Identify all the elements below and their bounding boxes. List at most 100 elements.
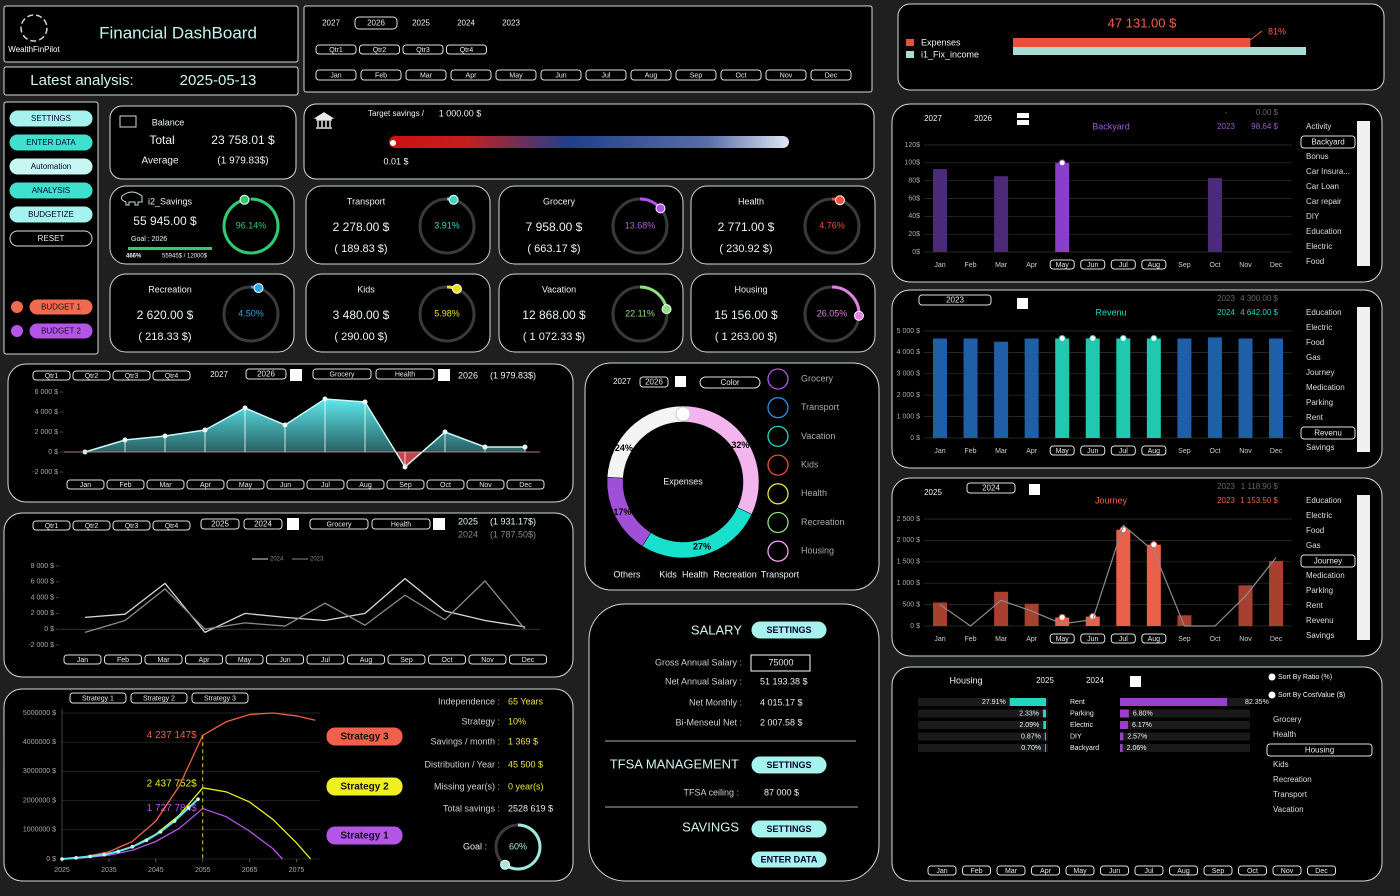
button-label[interactable]: May — [1056, 448, 1070, 455]
button[interactable] — [152, 370, 191, 381]
list-item[interactable]: Savings — [1306, 631, 1334, 640]
list-item[interactable]: DIY — [1306, 212, 1320, 221]
button-label[interactable]: Sep — [690, 72, 703, 79]
button-label[interactable]: May — [1056, 636, 1070, 643]
button[interactable] — [266, 479, 305, 490]
button-label[interactable]: Oct — [1247, 868, 1258, 875]
button-label[interactable]: 2024 — [254, 520, 272, 529]
button[interactable] — [1110, 259, 1136, 270]
button-label[interactable]: Jun — [279, 657, 290, 664]
button[interactable] — [1080, 445, 1106, 456]
button[interactable] — [243, 518, 283, 530]
button-label[interactable]: Jan — [936, 868, 947, 875]
button[interactable] — [9, 230, 93, 247]
button[interactable] — [186, 479, 225, 490]
button-label[interactable]: Nov — [481, 657, 494, 664]
checkbox[interactable] — [433, 518, 445, 530]
button-label[interactable]: Jun — [1087, 636, 1098, 643]
list-item[interactable]: Vacation — [1273, 805, 1304, 814]
button-label[interactable]: Feb — [375, 72, 387, 79]
button-label[interactable]: Jun — [1087, 262, 1098, 269]
list-item[interactable]: Medication — [1306, 383, 1345, 392]
button-label[interactable]: Strategy 3 — [204, 695, 236, 702]
button[interactable] — [1080, 633, 1106, 644]
button[interactable] — [146, 479, 185, 490]
button[interactable] — [1141, 445, 1167, 456]
button[interactable] — [810, 69, 852, 81]
button[interactable] — [540, 69, 582, 81]
list-item[interactable]: Parking — [1306, 586, 1333, 595]
list-item[interactable]: Gas — [1306, 353, 1321, 362]
button[interactable] — [751, 820, 827, 838]
button[interactable] — [66, 479, 105, 490]
button[interactable] — [509, 654, 547, 665]
button-label[interactable]: Housing — [1305, 746, 1334, 755]
button-label[interactable]: Qtr3 — [125, 373, 139, 380]
button-label[interactable]: ENTER DATA — [761, 854, 818, 864]
button[interactable] — [1307, 865, 1336, 876]
button[interactable] — [918, 294, 992, 306]
button[interactable] — [402, 44, 444, 55]
sort-icon[interactable] — [1268, 691, 1276, 699]
button-label[interactable]: Dec — [522, 657, 535, 664]
button[interactable] — [1049, 633, 1075, 644]
list-item[interactable]: Journey — [1306, 368, 1334, 377]
checkbox[interactable] — [1017, 298, 1028, 309]
button[interactable] — [405, 69, 447, 81]
button-label[interactable]: Aug — [359, 482, 372, 489]
button[interactable] — [9, 134, 93, 151]
button[interactable] — [200, 518, 240, 530]
button-label[interactable]: SETTINGS — [766, 760, 811, 770]
button-label[interactable]: Sep — [1212, 868, 1225, 875]
list-item[interactable]: Activity — [1306, 122, 1331, 131]
button-label[interactable]: Aug — [645, 72, 658, 79]
button-label[interactable]: 2023 — [946, 296, 964, 305]
button[interactable] — [375, 368, 435, 380]
button[interactable] — [9, 110, 93, 127]
button[interactable] — [1110, 445, 1136, 456]
button[interactable] — [69, 692, 127, 704]
button-label[interactable]: Journey — [1314, 557, 1342, 566]
button-label[interactable]: 2024 — [982, 484, 1000, 493]
button[interactable] — [1266, 743, 1373, 757]
button-label[interactable]: Dec — [825, 72, 838, 79]
button[interactable] — [751, 756, 827, 774]
list-item[interactable]: Medication — [1306, 571, 1345, 580]
button[interactable] — [446, 44, 487, 55]
button-label[interactable]: Strategy 3 — [340, 732, 389, 743]
scrollbar[interactable] — [1357, 307, 1370, 452]
button-label[interactable]: May — [1073, 868, 1087, 875]
button[interactable] — [347, 654, 385, 665]
list-item[interactable]: Recreation — [1273, 775, 1312, 784]
button[interactable] — [315, 69, 357, 81]
button-label[interactable]: Feb — [970, 868, 982, 875]
button[interactable] — [326, 826, 403, 845]
list-item[interactable]: Food — [1306, 257, 1324, 266]
button[interactable] — [309, 518, 369, 530]
button[interactable] — [675, 69, 717, 81]
button-label[interactable]: Jan — [80, 482, 91, 489]
button-label[interactable]: Aug — [1177, 868, 1190, 875]
button[interactable] — [72, 370, 111, 381]
button-label[interactable]: Apr — [200, 482, 212, 489]
button-label[interactable]: Qtr1 — [45, 373, 59, 380]
button[interactable] — [765, 69, 807, 81]
button-label[interactable]: Jan — [330, 72, 341, 79]
button[interactable] — [468, 654, 507, 665]
button[interactable] — [32, 370, 71, 381]
button[interactable] — [1049, 445, 1075, 456]
button[interactable] — [751, 621, 827, 639]
button[interactable] — [225, 654, 264, 665]
button-label[interactable]: Feb — [117, 657, 129, 664]
button-label[interactable]: Health — [391, 521, 411, 528]
button[interactable] — [326, 727, 403, 746]
button-label[interactable]: Strategy 1 — [340, 831, 389, 842]
button-label[interactable]: Grocery — [327, 521, 352, 528]
list-item[interactable]: Car repair — [1306, 197, 1342, 206]
button-label[interactable]: Oct — [442, 657, 453, 664]
button[interactable] — [306, 654, 345, 665]
button-label[interactable]: SETTINGS — [766, 625, 811, 635]
button-label[interactable]: Sep — [399, 482, 412, 489]
button[interactable] — [191, 692, 249, 704]
list-item[interactable]: Electric — [1306, 242, 1332, 251]
